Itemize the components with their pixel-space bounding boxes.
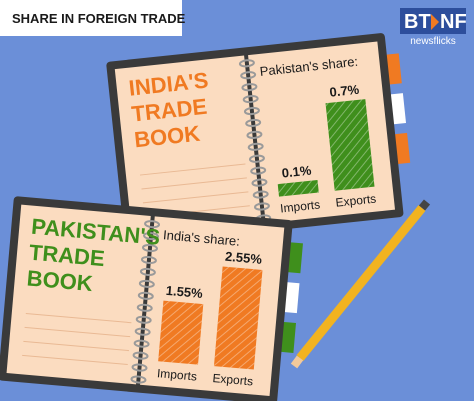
header-box [0, 0, 182, 36]
spiral-ring [143, 232, 160, 241]
category-label: Imports [280, 197, 321, 215]
page-line [141, 177, 247, 190]
book-title: BOOK [26, 265, 94, 296]
pencil-body [296, 205, 426, 361]
value-label: 2.55% [224, 249, 262, 267]
spiral-ring [142, 243, 158, 253]
spiral-ring [130, 375, 147, 384]
page-line [25, 312, 132, 324]
spiral-ring [250, 166, 267, 175]
spiral-ring [238, 59, 255, 68]
spiral-ring [134, 327, 151, 336]
bar-hatch [277, 179, 319, 197]
chart-subtitle: India's share: [163, 227, 241, 249]
header-title: SHARE IN FOREIGN TRADE [12, 11, 186, 26]
spiral-ring [131, 363, 148, 372]
spiral-ring [132, 351, 149, 360]
value-label: 0.1% [281, 163, 312, 181]
logo: BT NF newsflicks [400, 8, 467, 47]
logo-right: NF [440, 11, 467, 33]
category-label: Exports [212, 371, 254, 388]
spiral-ring [138, 279, 155, 288]
spiral-ring [247, 142, 264, 151]
spiral-ring [241, 83, 258, 92]
spiral-ring [243, 106, 260, 116]
spiral-ring [251, 178, 268, 187]
bar-hatch [158, 300, 204, 365]
spiral-ring [242, 95, 259, 104]
logo-sub: newsflicks [410, 36, 456, 47]
bar-hatch [325, 99, 375, 191]
logo-arrow [431, 14, 439, 30]
spiral-ring [136, 303, 153, 312]
logo-left: BT [404, 11, 431, 33]
spiral-ring [137, 291, 154, 300]
page-line [139, 163, 246, 176]
left-page [114, 55, 262, 238]
page-line [24, 326, 131, 338]
spiral-ring [240, 71, 257, 80]
page-line [22, 354, 128, 366]
left-page [6, 204, 151, 385]
bar-hatch [213, 266, 263, 370]
spiral-ring [133, 339, 150, 348]
spiral-ring [139, 267, 156, 277]
spiral-ring [144, 220, 161, 229]
spiral-ring [140, 255, 157, 265]
value-label: 1.55% [165, 283, 203, 301]
spiral-ring [252, 190, 269, 199]
spiral-ring [248, 154, 265, 163]
spiral-ring [135, 315, 152, 324]
spiral-ring [253, 202, 270, 211]
pencil-end [418, 199, 431, 211]
pencil-tip [290, 355, 304, 369]
page-line [23, 340, 130, 352]
spiral-ring [245, 118, 262, 128]
category-label: Exports [335, 192, 377, 210]
page-line [142, 191, 249, 204]
category-label: Imports [156, 366, 197, 383]
spiral-ring [246, 130, 263, 139]
pencil [290, 199, 431, 369]
value-label: 0.7% [329, 82, 360, 100]
